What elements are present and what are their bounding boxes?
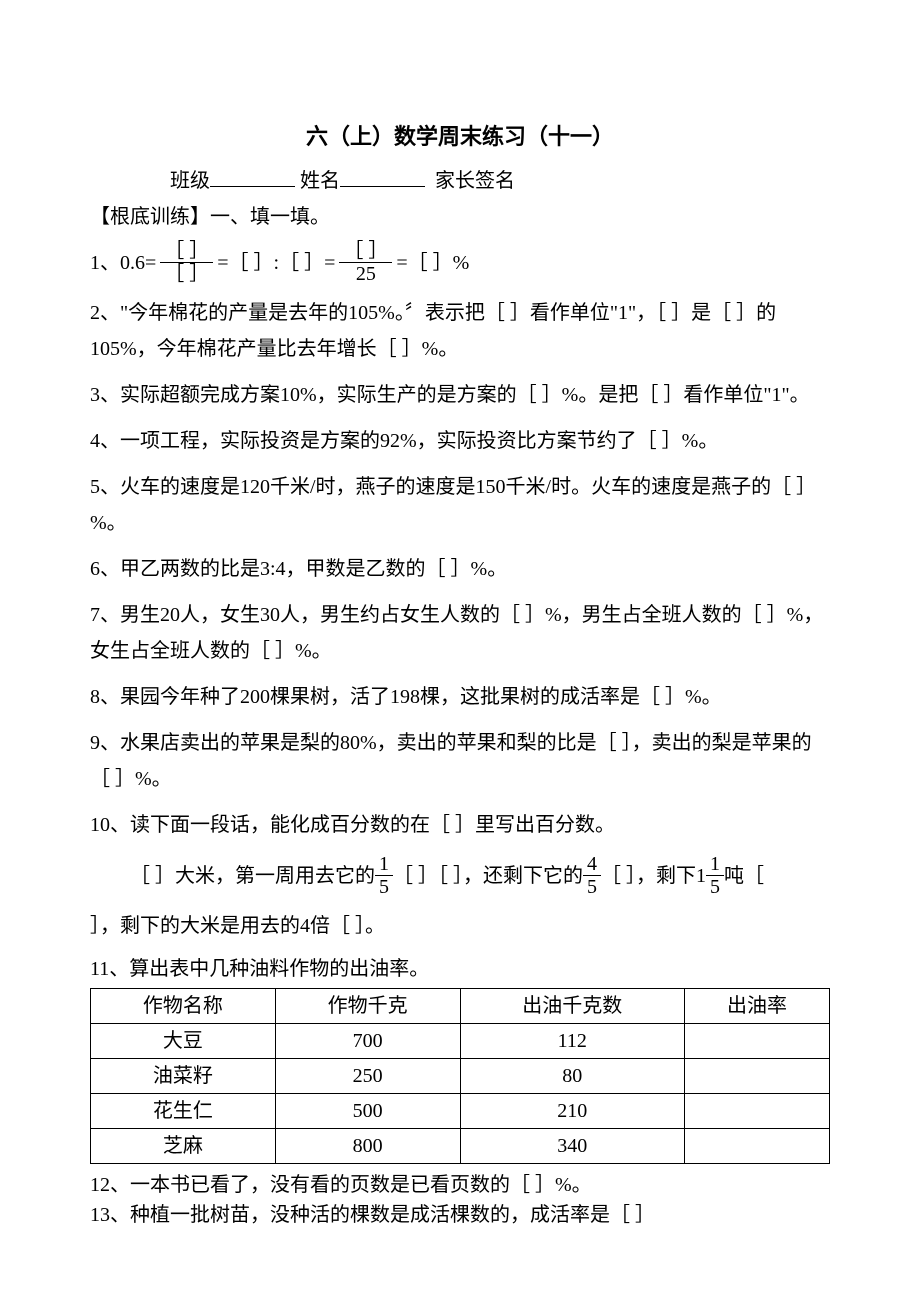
name-blank — [340, 163, 425, 187]
question-11-head: 11、算出表中几种油料作物的出油率。 — [90, 954, 830, 984]
question-7: 7、男生20人，女生30人，男生约占女生人数的［ ］%，男生占全班人数的［ ］%… — [90, 597, 830, 669]
parent-sign-label: 家长签名 — [435, 170, 515, 192]
cell: 大豆 — [91, 1024, 276, 1059]
class-blank — [210, 163, 295, 187]
q10-f1-den: 5 — [375, 876, 393, 898]
class-label: 班级 — [170, 170, 210, 192]
question-1: 1、0.6= ［ ］ ［ ］ =［ ］:［ ］= ［ ］ 25 =［ ］% — [90, 240, 830, 285]
q1-frac1-num: ［ ］ — [160, 240, 213, 263]
q1-frac2: ［ ］ 25 — [339, 240, 392, 285]
cell — [684, 1059, 829, 1094]
name-label: 姓名 — [300, 170, 340, 192]
cell — [684, 1094, 829, 1129]
question-10-line1: ［ ］大米，第一周用去它的 1 5 ［ ］［ ］，还剩下它的 4 5 ［ ］，剩… — [90, 853, 830, 898]
q10-frac2: 4 5 — [583, 853, 601, 898]
question-13: 13、种植一批树苗，没种活的棵数是成活棵数的，成活率是［ ］ — [90, 1200, 830, 1230]
table-header-row: 作物名称 作物千克 出油千克数 出油率 — [91, 989, 830, 1024]
cell — [684, 1024, 829, 1059]
q1-end: =［ ］% — [396, 245, 469, 281]
cell: 112 — [460, 1024, 684, 1059]
cell: 油菜籽 — [91, 1059, 276, 1094]
col-oil: 出油千克数 — [460, 989, 684, 1024]
question-6: 6、甲乙两数的比是3:4，甲数是乙数的［ ］%。 — [90, 551, 830, 587]
q10-f2-num: 4 — [583, 853, 601, 876]
page-title: 六（上）数学周末练习（十一） — [90, 120, 830, 153]
question-9: 9、水果店卖出的苹果是梨的80%，卖出的苹果和梨的比是［ ］，卖出的梨是苹果的［… — [90, 725, 830, 797]
cell: 210 — [460, 1094, 684, 1129]
question-5: 5、火车的速度是120千米/时，燕子的速度是150千米/时。火车的速度是燕子的［… — [90, 469, 830, 541]
table-row: 芝麻 800 340 — [91, 1129, 830, 1164]
q1-frac2-den: 25 — [339, 263, 392, 285]
q10-frac3: 1 5 — [706, 853, 724, 898]
question-10-line2: ］，剩下的大米是用去的4倍［ ］。 — [90, 908, 830, 944]
col-name: 作物名称 — [91, 989, 276, 1024]
question-3: 3、实际超额完成方案10%，实际生产的是方案的［ ］%。是把［ ］看作单位"1"… — [90, 377, 830, 413]
cell: 花生仁 — [91, 1094, 276, 1129]
q1-frac1-den: ［ ］ — [160, 263, 213, 285]
cell: 80 — [460, 1059, 684, 1094]
cell: 340 — [460, 1129, 684, 1164]
q1-mid1: =［ ］:［ ］= — [217, 245, 335, 281]
question-8: 8、果园今年种了200棵果树，活了198棵，这批果树的成活率是［ ］%。 — [90, 679, 830, 715]
question-10-head: 10、读下面一段话，能化成百分数的在［ ］里写出百分数。 — [90, 807, 830, 843]
cell: 芝麻 — [91, 1129, 276, 1164]
question-12: 12、一本书已看了，没有看的页数是已看页数的［ ］%。 — [90, 1170, 830, 1200]
header-line: 班级 姓名 家长签名 — [90, 163, 830, 196]
q10-p3: ［ ］，剩下1 — [601, 858, 706, 894]
cell: 250 — [275, 1059, 460, 1094]
oil-rate-table: 作物名称 作物千克 出油千克数 出油率 大豆 700 112 油菜籽 250 8… — [90, 988, 830, 1164]
table-row: 大豆 700 112 — [91, 1024, 830, 1059]
q1-prefix: 1、0.6= — [90, 245, 156, 281]
q10-f1-num: 1 — [375, 853, 393, 876]
cell: 500 — [275, 1094, 460, 1129]
table-row: 花生仁 500 210 — [91, 1094, 830, 1129]
question-2: 2、"今年棉花的产量是去年的105%。〞表示把［ ］看作单位"1"，［ ］是［ … — [90, 295, 830, 367]
section-header: 【根底训练】一、填一填。 — [90, 202, 830, 232]
question-4: 4、一项工程，实际投资是方案的92%，实际投资比方案节约了［ ］%。 — [90, 423, 830, 459]
q10-f3-den: 5 — [706, 876, 724, 898]
q10-p1: ［ ］大米，第一周用去它的 — [130, 858, 375, 894]
cell — [684, 1129, 829, 1164]
q10-f2-den: 5 — [583, 876, 601, 898]
table-row: 油菜籽 250 80 — [91, 1059, 830, 1094]
q10-frac1: 1 5 — [375, 853, 393, 898]
q1-frac1: ［ ］ ［ ］ — [160, 240, 213, 285]
q1-frac2-num: ［ ］ — [339, 240, 392, 263]
q10-p2: ［ ］［ ］，还剩下它的 — [393, 858, 583, 894]
q10-f3-num: 1 — [706, 853, 724, 876]
q10-p4: 吨［ — [724, 858, 764, 894]
col-rate: 出油率 — [684, 989, 829, 1024]
cell: 800 — [275, 1129, 460, 1164]
col-weight: 作物千克 — [275, 989, 460, 1024]
cell: 700 — [275, 1024, 460, 1059]
